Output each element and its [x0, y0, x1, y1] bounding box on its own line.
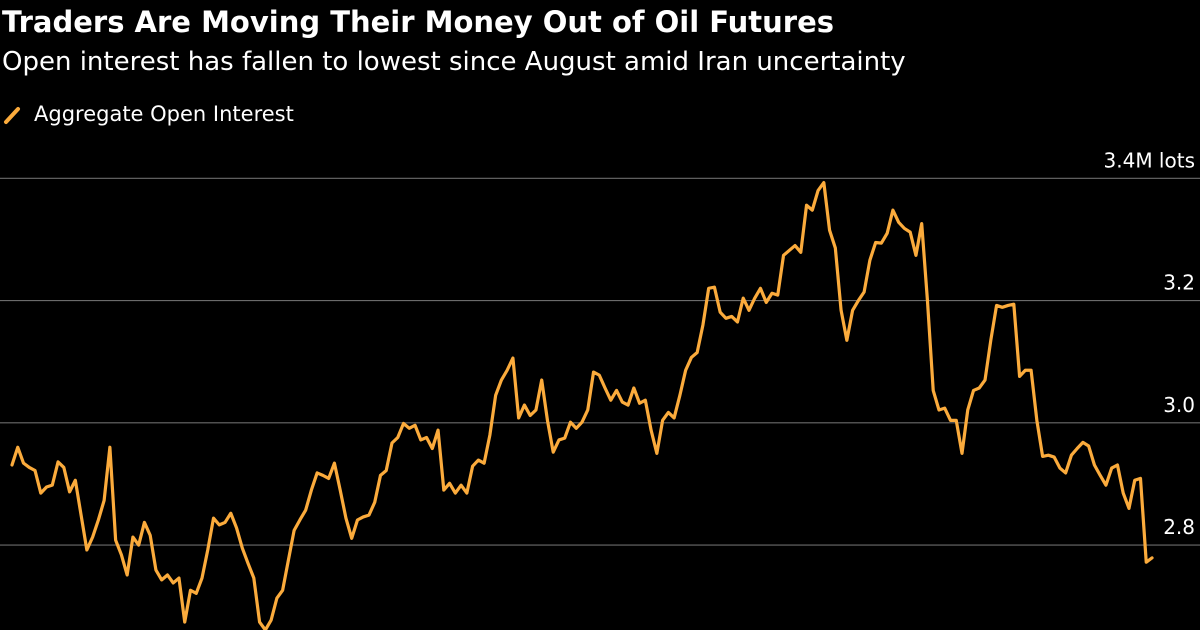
- plot: [10, 181, 1154, 630]
- chart-subtitle: Open interest has fallen to lowest since…: [2, 47, 906, 77]
- grid: 2.8 3.0 3.2 3.4M lots: [0, 148, 1200, 546]
- y-tick-label: 3.0: [1163, 393, 1195, 417]
- chart-title: Traders Are Moving Their Money Out of Oi…: [2, 5, 834, 39]
- data-line: [10, 181, 1154, 630]
- y-tick-label: 2.8: [1163, 515, 1195, 539]
- legend-swatch: [4, 107, 20, 124]
- legend-label: Aggregate Open Interest: [34, 102, 294, 126]
- y-tick-label: 3.4M lots: [1104, 148, 1195, 172]
- y-tick-label: 3.2: [1163, 271, 1195, 295]
- legend: Aggregate Open Interest: [4, 102, 294, 126]
